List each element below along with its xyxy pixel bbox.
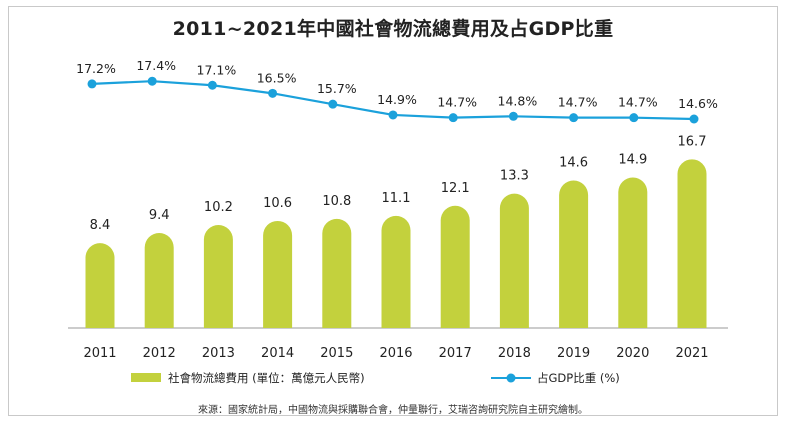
line-point-2012: [147, 76, 157, 86]
line-value-label-2017: 14.7%: [437, 95, 477, 110]
line-value-label-2013: 17.1%: [197, 62, 237, 77]
x-tick-label-2011: 2011: [83, 346, 116, 361]
chart-title: 2011~2021年中國社會物流總費用及占GDP比重: [172, 18, 614, 40]
line-point-2013: [207, 80, 217, 90]
bar-value-label-2021: 16.7: [678, 134, 707, 149]
x-tick-label-2015: 2015: [320, 346, 353, 361]
bar-value-label-2016: 11.1: [382, 191, 411, 206]
bar-2012: [144, 233, 174, 328]
bar-value-label-2012: 9.4: [149, 208, 170, 223]
x-tick-label-2020: 2020: [616, 346, 649, 361]
bar-2011: [85, 243, 115, 328]
line-value-label-2018: 14.8%: [498, 93, 538, 108]
chart-frame: [8, 6, 778, 416]
x-tick-label-2017: 2017: [439, 346, 472, 361]
bar-value-label-2014: 10.6: [263, 196, 292, 211]
bar-2020: [618, 177, 648, 328]
line-value-label-2020: 14.7%: [618, 95, 658, 110]
line-value-label-2021: 14.6%: [678, 96, 718, 111]
bar-value-label-2013: 10.2: [204, 200, 233, 215]
x-tick-label-2019: 2019: [557, 346, 590, 361]
bar-value-label-2019: 14.6: [559, 156, 588, 171]
x-tick-label-2013: 2013: [202, 346, 235, 361]
line-point-2021: [689, 114, 699, 124]
x-tick-label-2018: 2018: [498, 346, 531, 361]
legend-swatch-bar: [131, 373, 161, 382]
line-value-label-2011: 17.2%: [76, 61, 116, 76]
legend-label-bar: 社會物流總費用 (單位：萬億元人民幣): [168, 371, 365, 385]
bar-value-label-2018: 13.3: [500, 169, 529, 184]
bar-2021: [677, 159, 707, 328]
bar-2017: [440, 205, 470, 328]
source-note: 來源：國家統計局，中國物流與採購聯合會，仲量聯行，艾瑞咨詢研究院自主研究繪制。: [198, 405, 588, 416]
bar-2014: [263, 220, 293, 328]
bar-2019: [559, 180, 589, 328]
bar-2015: [322, 218, 352, 328]
bar-value-label-2015: 10.8: [322, 194, 351, 209]
bar-value-label-2020: 14.9: [618, 153, 647, 168]
line-value-label-2019: 14.7%: [558, 95, 598, 110]
legend-swatch-line-marker: [506, 373, 516, 383]
x-tick-label-2016: 2016: [379, 346, 412, 361]
line-value-label-2015: 15.7%: [317, 81, 357, 96]
line-point-2018: [508, 111, 518, 121]
line-point-2017: [448, 113, 458, 123]
legend-label-line: 占GDP比重 (%): [537, 371, 620, 385]
bar-2013: [203, 224, 233, 328]
line-point-2020: [629, 113, 639, 123]
x-tick-label-2014: 2014: [261, 346, 294, 361]
line-point-2019: [569, 113, 579, 123]
line-point-2011: [87, 79, 97, 89]
line-value-label-2014: 16.5%: [257, 70, 297, 85]
line-value-label-2012: 17.4%: [136, 58, 176, 73]
x-tick-label-2012: 2012: [143, 346, 176, 361]
line-value-label-2016: 14.9%: [377, 92, 417, 107]
bar-2016: [381, 215, 411, 328]
x-tick-label-2021: 2021: [675, 346, 708, 361]
bar-2018: [499, 193, 529, 328]
line-point-2015: [328, 99, 338, 109]
line-point-2014: [268, 88, 278, 98]
line-point-2016: [388, 110, 398, 120]
bar-value-label-2017: 12.1: [441, 181, 470, 196]
bar-value-label-2011: 8.4: [90, 218, 111, 233]
